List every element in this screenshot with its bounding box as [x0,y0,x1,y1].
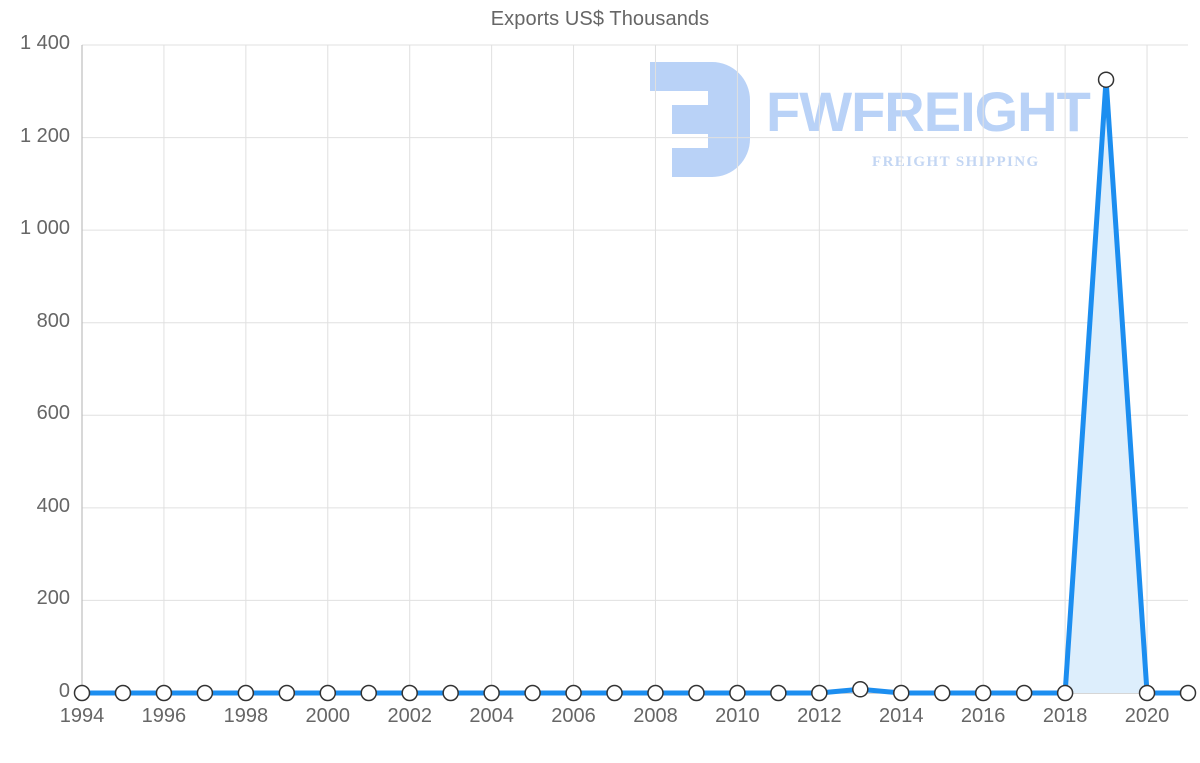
x-tick-label: 1996 [141,705,187,727]
data-point-marker[interactable] [1138,684,1156,702]
x-tick-label: 2020 [1124,705,1170,727]
data-point-marker[interactable] [524,684,541,702]
data-point-marker[interactable] [606,684,623,702]
x-tick-label: 2000 [305,705,351,727]
data-point-marker[interactable] [811,684,828,702]
data-point-marker[interactable] [647,684,664,702]
data-point-marker[interactable] [114,684,132,702]
data-point-marker[interactable] [688,684,705,702]
data-line [79,77,1191,696]
data-point-marker[interactable] [483,684,500,702]
x-tick-label: 2004 [469,705,514,727]
data-point-marker[interactable] [278,684,296,702]
data-point-marker[interactable] [196,684,214,702]
y-tick-label: 200 [36,587,70,610]
series-area-fill [82,79,1188,693]
data-point-marker[interactable] [155,684,173,702]
x-tick-label: 2016 [960,705,1006,727]
data-point-marker[interactable] [319,684,337,702]
data-point-marker[interactable] [852,681,869,698]
x-tick-label: 1998 [223,705,269,727]
data-point-marker[interactable] [73,684,91,702]
x-tick-label: 2014 [879,705,924,727]
y-tick-label: 600 [36,402,70,425]
x-tick-label: 2012 [797,705,842,727]
y-tick-label: 1 200 [19,124,70,147]
x-tick-label: 2010 [715,705,760,727]
data-point-marker[interactable] [1097,71,1115,88]
data-point-marker[interactable] [933,684,951,702]
x-tick-label: 1994 [59,705,105,727]
data-point-marker[interactable] [1015,684,1033,702]
data-point-marker[interactable] [401,684,418,702]
data-point-marker[interactable] [565,684,582,702]
axis-lines [81,45,1188,694]
x-tick-label: 2018 [1042,705,1088,727]
data-point-marker[interactable] [770,684,787,702]
area-fill [82,79,1188,693]
x-tick-label: 2002 [387,705,432,727]
grid-lines [81,44,1188,694]
series-markers[interactable] [73,71,1197,702]
series-line [79,77,1191,696]
data-point-marker[interactable] [974,684,992,702]
data-point-marker[interactable] [1056,684,1074,702]
x-tick-label: 2006 [551,705,596,727]
y-tick-label: 1 000 [19,217,70,240]
y-tick-label: 0 [58,680,70,702]
x-tick-label: 2008 [633,705,678,727]
data-point-marker[interactable] [237,684,255,702]
chart-title: Exports US$ Thousands [490,8,710,30]
data-point-marker[interactable] [729,684,746,702]
data-point-marker[interactable] [1179,684,1197,702]
data-point-marker[interactable] [360,684,377,702]
y-tick-label: 400 [36,494,70,517]
y-tick-label: 800 [36,309,70,332]
y-tick-label: 1 400 [19,32,70,54]
data-point-marker[interactable] [442,684,459,702]
data-point-marker[interactable] [893,684,910,702]
